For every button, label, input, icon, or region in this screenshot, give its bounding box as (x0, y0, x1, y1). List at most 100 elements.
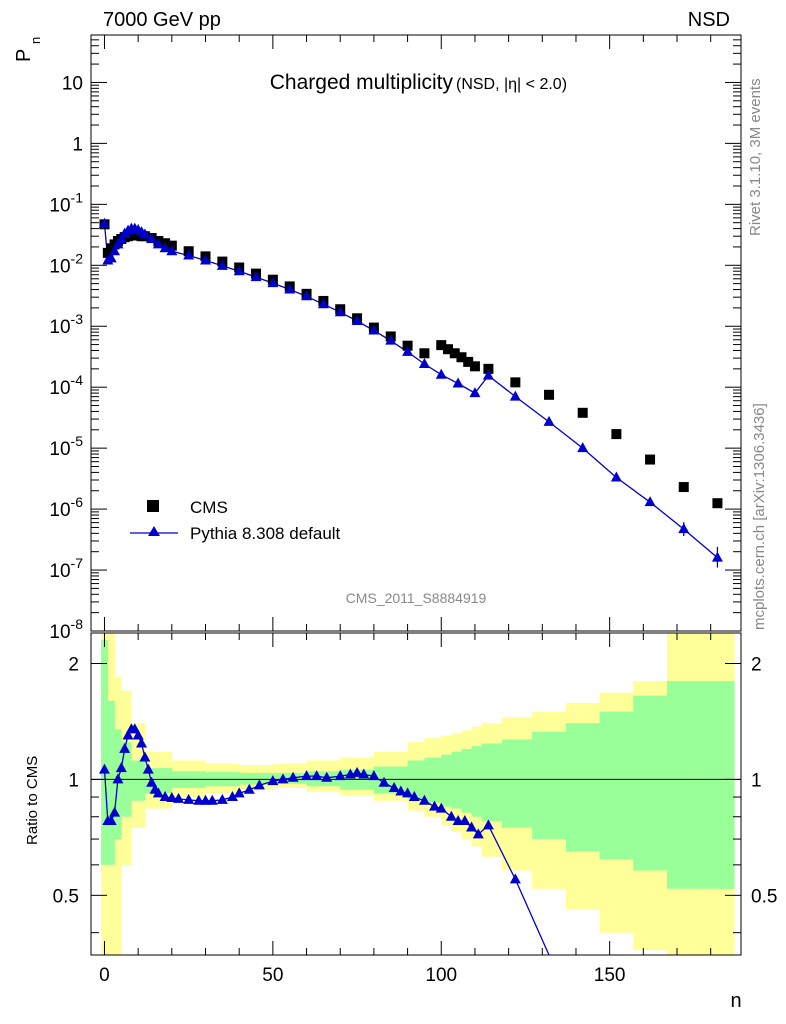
uncertainty-band-inner (239, 772, 274, 785)
plot-title: Charged multiplicity (270, 71, 454, 94)
uncertainty-band-inner (532, 731, 567, 840)
ratio-point (166, 791, 178, 802)
x-tick-label: 50 (262, 965, 283, 986)
ratio-point (277, 773, 289, 784)
y-tick-label: 10-7 (49, 555, 83, 582)
ratio-point (311, 770, 323, 781)
cms-point (456, 352, 467, 363)
y-tick-label: 10-6 (49, 494, 83, 521)
pythia-point (577, 442, 589, 453)
y-tick-label: 10-3 (49, 311, 83, 338)
ratio-point (136, 737, 148, 748)
y-tick-label: 10-1 (49, 189, 83, 216)
pythia-point (385, 334, 397, 345)
ratio-point (206, 794, 218, 805)
ratio-point (243, 783, 255, 794)
ratio-point (226, 791, 238, 802)
legend-cms-label: CMS (190, 498, 228, 517)
uncertainty-band-inner (481, 743, 503, 821)
ratio-point (482, 819, 494, 830)
cms-point (442, 344, 453, 355)
ratio-point (378, 776, 390, 787)
x-axis-title: n (730, 990, 741, 1012)
plot-subtitle: (NSD, |η| < 2.0) (456, 76, 567, 93)
y-tick-label: 10-8 (49, 616, 83, 643)
ratio-point (139, 751, 151, 762)
ratio-point (132, 729, 144, 740)
ratio-point (146, 776, 158, 787)
rivet-version-label: Rivet 3.1.10, 3M events (747, 78, 764, 236)
pythia-point (250, 271, 262, 282)
pythia-point (183, 249, 195, 260)
pythia-point (216, 259, 228, 270)
ratio-point (418, 794, 430, 805)
pythia-point (317, 298, 329, 309)
cms-point (712, 498, 723, 509)
cms-point (645, 454, 656, 465)
ratio-y-tick-label-right: 1 (751, 770, 762, 791)
pythia-point (644, 496, 656, 507)
pythia-point (334, 306, 346, 317)
ratio-point (402, 787, 414, 798)
pythia-point (152, 238, 164, 249)
ratio-y-tick-label-right: 0.5 (751, 886, 777, 907)
ratio-point (122, 729, 134, 740)
legend: CMS Pythia 8.308 default (130, 498, 341, 543)
ratio-point (334, 770, 346, 781)
ratio-point (408, 791, 420, 802)
ratio-point (115, 762, 127, 773)
ratio-point (98, 763, 110, 774)
ratio-y-tick-label-left: 2 (68, 654, 79, 675)
x-tick-label: 0 (99, 965, 110, 986)
ratio-point (253, 779, 265, 790)
pythia-point (351, 314, 363, 325)
mcplots-label: mcplots.cern.ch [arXiv:1306.3436] (751, 403, 768, 630)
uncertainty-band-inner (107, 700, 115, 865)
cms-point (510, 377, 521, 388)
cms-point (678, 482, 689, 493)
pythia-point (166, 245, 178, 256)
ratio-point (368, 770, 380, 781)
main-plot-panel: 10-8 10-7 10-6 10-5 10-4 10-3 10-2 10-1 1 10 Char… (13, 34, 742, 643)
ratio-point (321, 771, 333, 782)
cms-point (436, 340, 447, 351)
pythia-point (233, 265, 245, 276)
pythia-point (146, 232, 158, 243)
cms-point (544, 389, 555, 400)
pythia-point (301, 290, 313, 301)
ratio-point (267, 775, 279, 786)
cms-point (483, 363, 494, 374)
pythia-point (368, 324, 380, 335)
ratio-point (152, 787, 164, 798)
top-frame (90, 34, 742, 632)
uncertainty-band-inner (633, 695, 668, 871)
ratio-point (216, 793, 228, 804)
pythia-point (610, 471, 622, 482)
pythia-point (98, 217, 110, 228)
analysis-id: CMS_2011_S8884919 (346, 590, 487, 606)
uncertainty-band-inner (666, 681, 701, 889)
ratio-y-tick-label-left: 1 (68, 770, 79, 791)
bottom-frame (90, 632, 742, 956)
pythia-point (112, 238, 124, 249)
ratio-point (459, 814, 471, 825)
legend-pythia-marker (148, 526, 160, 536)
x-tick-label: 100 (425, 965, 457, 986)
pythia-point (139, 228, 151, 239)
y-axis-title: P n (13, 37, 43, 62)
y-axis-title-main: P (13, 49, 35, 62)
ratio-point (351, 766, 363, 777)
ratio-point (435, 802, 447, 813)
pythia-point (452, 377, 464, 388)
ratio-point (301, 770, 313, 781)
pythia-point (105, 252, 117, 263)
uncertainty-band-inner (501, 739, 533, 828)
pythia-point (109, 245, 121, 256)
y-tick-label: 1 (72, 134, 83, 155)
pythia-point (469, 387, 481, 398)
ratio-y-tick-label-left: 0.5 (53, 886, 79, 907)
cms-point (402, 340, 413, 351)
ratio-point (233, 787, 245, 798)
uncertainty-band-inner (441, 754, 452, 807)
ratio-point (142, 763, 154, 774)
